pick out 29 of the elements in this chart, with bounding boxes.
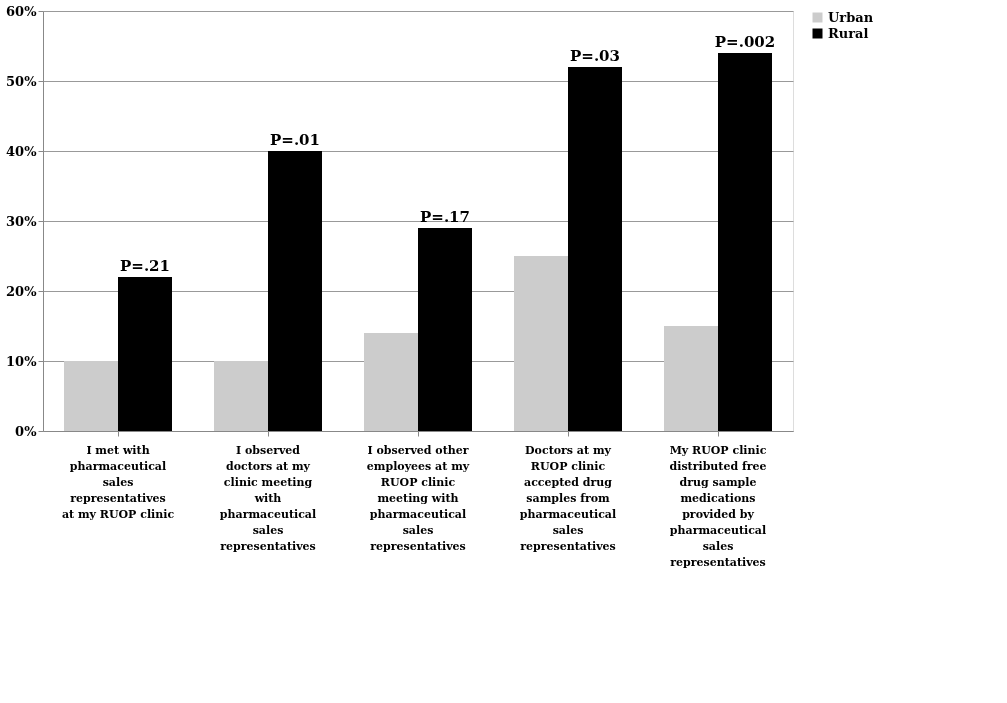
bar	[568, 67, 622, 431]
y-tick-label: 60%	[6, 3, 38, 19]
x-tick-label: My RUOP clinic distributed free drug sample medications provided by pharmaceutical sales representatives	[669, 443, 767, 569]
annotation: P=.17	[420, 208, 470, 226]
annotation: P=.21	[120, 257, 170, 275]
bar	[214, 361, 268, 431]
y-tick-label: 40%	[6, 143, 38, 159]
x-tick-label: I observed doctors at my clinic meeting with pharmaceutical sales representatives	[219, 443, 317, 553]
legend-label: Urban	[828, 9, 874, 25]
bar	[418, 228, 472, 431]
bar	[718, 53, 772, 431]
y-tick-label: 20%	[6, 283, 38, 299]
x-tick-label: Doctors at my RUOP clinic accepted drug samples from pharmaceutical sales representatives	[519, 443, 617, 553]
y-tick-label: 10%	[6, 353, 38, 369]
y-tick-label: 50%	[6, 73, 38, 89]
y-tick-label: 0%	[15, 423, 38, 439]
bar	[268, 151, 322, 431]
bar	[514, 256, 568, 431]
x-tick-label: I observed other employees at my RUOP clinic meeting with pharmaceutical sales representatives	[366, 443, 470, 553]
bar	[64, 361, 118, 431]
bar	[364, 333, 418, 431]
bar	[664, 326, 718, 431]
annotation: P=.002	[714, 33, 776, 51]
legend-label: Rural	[828, 25, 869, 41]
annotation: P=.01	[270, 131, 320, 149]
x-tick-label: I met with pharmaceutical sales representatives at my RUOP clinic	[61, 443, 175, 521]
y-tick-label: 30%	[6, 213, 38, 229]
annotation: P=.03	[570, 47, 620, 65]
bar	[118, 277, 172, 431]
